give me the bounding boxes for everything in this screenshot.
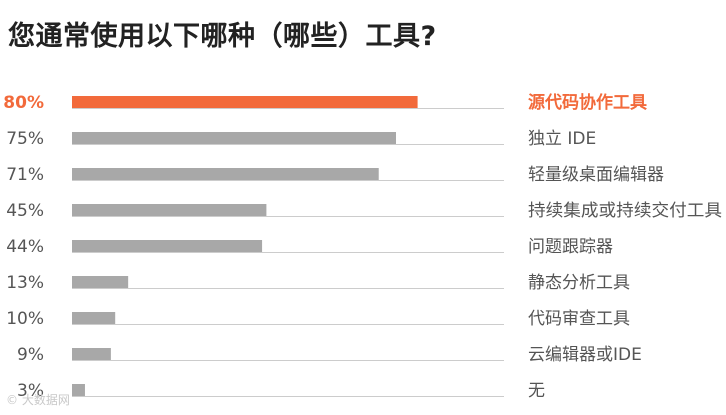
category-label: 无 bbox=[528, 381, 545, 401]
bar bbox=[72, 312, 116, 324]
bar bbox=[72, 204, 267, 216]
bar-row: 80% 源代码协作工具 bbox=[3, 92, 647, 113]
value-label: 3% bbox=[17, 381, 44, 401]
category-label: 云编辑器或IDE bbox=[528, 345, 642, 365]
bar-row: 75% 独立 IDE bbox=[6, 129, 596, 149]
category-label: 问题跟踪器 bbox=[528, 237, 613, 257]
bar-row: 45% 持续集成或持续交付工具 bbox=[6, 201, 722, 221]
bar bbox=[72, 276, 129, 288]
bar bbox=[72, 240, 263, 252]
category-label: 静态分析工具 bbox=[528, 273, 630, 293]
category-label: 轻量级桌面编辑器 bbox=[528, 165, 664, 185]
bar bbox=[72, 384, 85, 396]
value-label: 75% bbox=[6, 129, 44, 149]
bar-row: 10% 代码审查工具 bbox=[6, 309, 630, 329]
value-label: 10% bbox=[6, 309, 44, 329]
value-label: 45% bbox=[6, 201, 44, 221]
value-label: 13% bbox=[6, 273, 44, 293]
bar bbox=[72, 168, 379, 180]
value-label: 9% bbox=[17, 345, 44, 365]
category-label: 源代码协作工具 bbox=[528, 92, 647, 113]
bar bbox=[72, 348, 111, 360]
category-label: 代码审查工具 bbox=[528, 309, 630, 329]
value-label: 80% bbox=[3, 93, 44, 113]
bar-row: 3% 无 bbox=[17, 381, 545, 401]
bar-row: 71% 轻量级桌面编辑器 bbox=[6, 165, 664, 185]
value-label: 44% bbox=[6, 237, 44, 257]
bar-row: 13% 静态分析工具 bbox=[6, 273, 630, 293]
value-label: 71% bbox=[6, 165, 44, 185]
bar bbox=[72, 132, 396, 144]
bar bbox=[72, 96, 418, 108]
bar-row: 44% 问题跟踪器 bbox=[6, 237, 613, 257]
category-label: 持续集成或持续交付工具 bbox=[528, 201, 722, 221]
page-title: 您通常使用以下哪种（哪些）工具? bbox=[8, 21, 437, 52]
bar-row: 9% 云编辑器或IDE bbox=[17, 345, 642, 365]
category-label: 独立 IDE bbox=[528, 129, 596, 149]
watermark: © 大数据网 bbox=[6, 393, 70, 407]
